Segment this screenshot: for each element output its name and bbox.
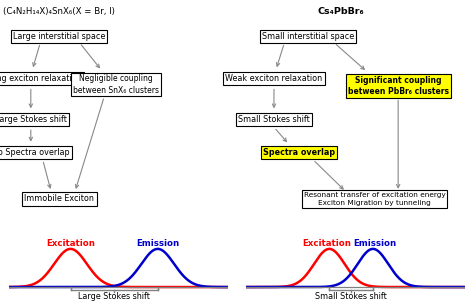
Text: Excitation: Excitation <box>303 239 352 248</box>
Text: Excitation: Excitation <box>46 239 95 248</box>
Text: Significant coupling
between PbBr₆ clusters: Significant coupling between PbBr₆ clust… <box>347 76 449 96</box>
Text: Strong exciton relaxation: Strong exciton relaxation <box>0 74 82 83</box>
Text: Cs₄PbBr₆: Cs₄PbBr₆ <box>318 8 365 16</box>
Text: Immobile Exciton: Immobile Exciton <box>24 194 94 203</box>
Text: Weak exciton relaxation: Weak exciton relaxation <box>226 74 322 83</box>
Text: Negligible coupling
between SnX₆ clusters: Negligible coupling between SnX₆ cluster… <box>73 75 159 95</box>
Text: Emission: Emission <box>136 239 179 248</box>
Text: Resonant transfer of excitation energy
Exciton Migration by tunneling: Resonant transfer of excitation energy E… <box>303 192 446 205</box>
Text: Large Stokes shift: Large Stokes shift <box>78 292 150 301</box>
Text: No Spectra overlap: No Spectra overlap <box>0 148 70 157</box>
Text: Small Stokes shift: Small Stokes shift <box>315 292 387 301</box>
Text: Small Stokes shift: Small Stokes shift <box>238 115 310 124</box>
Text: Spectra overlap: Spectra overlap <box>263 148 335 157</box>
Text: Small interstitial space: Small interstitial space <box>262 32 354 41</box>
Text: (C₄N₂H₁₄X)₄SnX₆(X = Br, I): (C₄N₂H₁₄X)₄SnX₆(X = Br, I) <box>3 8 115 16</box>
Text: Large interstitial space: Large interstitial space <box>13 32 105 41</box>
Text: Emission: Emission <box>354 239 397 248</box>
Text: Large Stokes shift: Large Stokes shift <box>0 115 67 124</box>
